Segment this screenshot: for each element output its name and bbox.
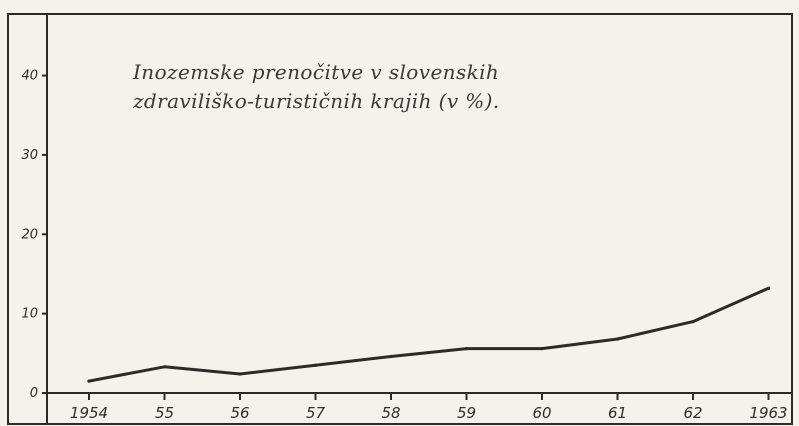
x-tick-label: 1954 [70, 404, 108, 422]
x-tick-label: 56 [230, 404, 249, 422]
x-tick-label: 1963 [749, 404, 787, 422]
y-tick-label: 10 [21, 307, 38, 322]
x-tick-label: 62 [683, 404, 702, 422]
x-tick-label: 59 [457, 404, 476, 422]
y-tick-label: 30 [21, 148, 38, 163]
series-point-55 [162, 365, 167, 369]
x-tick-label: 61 [608, 404, 627, 422]
y-tick-label: 40 [21, 69, 38, 84]
series-point-62 [691, 320, 695, 324]
x-tick-label: 60 [532, 404, 551, 422]
series-line [87, 286, 770, 383]
series-point-57 [313, 363, 318, 367]
chart-frame [7, 13, 793, 425]
chart-title-line-1: Inozemske prenočitve v slovenskih [132, 60, 499, 84]
series-point-58 [389, 354, 393, 359]
x-tick-label: 55 [155, 404, 174, 422]
y-tick-label: 20 [21, 227, 38, 242]
chart-title-line-2: zdraviliško-turističnih krajih (v %). [132, 89, 500, 113]
y-tick-label: 0 [30, 386, 38, 401]
x-tick-label: 58 [381, 404, 400, 422]
series-layer [87, 286, 771, 383]
series-point-56 [238, 372, 242, 376]
series-point-59 [464, 347, 469, 351]
series-point-61 [615, 337, 620, 341]
series-point-1963 [766, 286, 771, 290]
series-point-1954 [87, 379, 91, 383]
y-ticks: 0 10 20 30 40 [21, 69, 48, 401]
x-ticks: 1954 55 56 57 58 59 60 61 62 1963 [70, 392, 788, 422]
x-tick-label: 57 [306, 404, 326, 422]
series-point-60 [540, 347, 544, 351]
